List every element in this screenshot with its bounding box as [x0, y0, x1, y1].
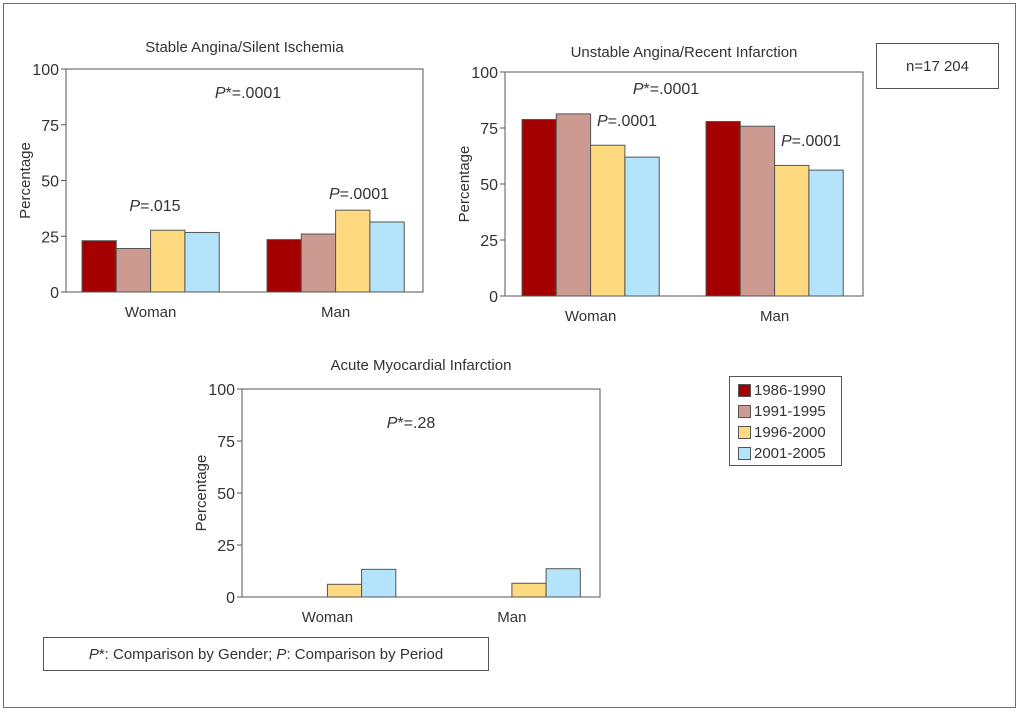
p-value-annotation: P=.0001 [597, 113, 657, 130]
bar-man-2001-2005 [545, 568, 581, 598]
p-symbol: P [129, 198, 140, 215]
p-value: *=.28 [397, 415, 435, 432]
y-tick-label: 100 [32, 62, 59, 79]
figure-frame [3, 3, 1016, 708]
chart-3: Acute Myocardial Infarction 0 25 50 75 100 Per… [193, 357, 601, 626]
y-tick-label: 25 [217, 538, 235, 555]
bar-man-2001-2005 [808, 169, 844, 297]
footnote-box: P*: Comparison by Gender; P: Comparison … [43, 637, 489, 671]
p-value: *=.0001 [644, 81, 700, 98]
bar-woman-2001-2005 [624, 156, 660, 297]
bar-man-1986-1990 [266, 239, 302, 293]
bar-woman-1996-2000 [150, 229, 186, 293]
bar-woman-1986-1990 [81, 240, 117, 293]
p-value-annotation: P*=.0001 [215, 85, 281, 102]
x-tick-label: Woman [125, 304, 176, 321]
x-tick-label: Woman [302, 609, 353, 626]
sample-size-label: n=17 204 [906, 57, 969, 75]
p-star-symbol: P [88, 645, 99, 663]
legend-item: 1986-1990 [738, 380, 841, 401]
bar-woman-1991-1995 [115, 248, 152, 293]
bar-man-1986-1990 [705, 121, 741, 297]
bar-woman-1986-1990 [521, 118, 557, 297]
chart-title: Acute Myocardial Infarction [331, 357, 512, 374]
y-axis-label: Percentage [456, 146, 473, 223]
legend-label: 1991-1995 [754, 403, 826, 420]
legend-swatch-1996-2000 [738, 426, 751, 439]
y-tick-label: 75 [41, 118, 59, 135]
bar-man-1996-2000 [335, 209, 371, 293]
p-symbol: P [215, 85, 226, 102]
p-value-annotation: P*=.0001 [633, 81, 699, 98]
y-tick-label: 25 [41, 229, 59, 246]
bar-woman-1991-1995 [555, 113, 592, 297]
p-value-annotation: P=.0001 [329, 186, 389, 203]
sample-size-box: n=17 204 [876, 43, 999, 89]
p-value: *=.0001 [226, 85, 282, 102]
p-value: =.0001 [340, 186, 389, 203]
legend: 1986-1990 1991-1995 1996-2000 2001-2005 [729, 376, 842, 466]
y-tick-label: 75 [480, 121, 498, 138]
p-value-annotation: P=.0001 [781, 133, 841, 150]
p-star-description: *: Comparison by Gender; [98, 645, 277, 663]
bar-man-1996-2000 [511, 582, 547, 598]
chart-1: Stable Angina/Silent Ischemia 0 25 50 75 100 P… [17, 39, 424, 321]
p-symbol: P [387, 415, 398, 432]
legend-item: 2001-2005 [738, 443, 841, 464]
x-tick-label: Man [321, 304, 350, 321]
legend-item: 1991-1995 [738, 401, 841, 422]
legend-label: 1986-1990 [754, 382, 826, 399]
bar-man-2001-2005 [369, 221, 405, 293]
p-value-annotation: P*=.28 [387, 415, 436, 432]
legend-swatch-2001-2005 [738, 447, 751, 460]
y-tick-label: 100 [208, 382, 235, 399]
p-value: =.0001 [792, 133, 841, 150]
y-tick-label: 0 [489, 289, 498, 306]
y-axis-label: Percentage [193, 455, 210, 532]
legend-swatch-1991-1995 [738, 405, 751, 418]
y-tick-label: 50 [217, 486, 235, 503]
y-tick-label: 0 [50, 285, 59, 302]
p-description: : Comparison by Period [286, 645, 444, 663]
chart-title: Unstable Angina/Recent Infarction [571, 44, 798, 61]
p-symbol: P [597, 113, 608, 130]
legend-label: 2001-2005 [754, 445, 826, 462]
p-value: =.0001 [608, 113, 657, 130]
y-tick-label: 50 [480, 177, 498, 194]
p-value-annotation: P=.015 [129, 198, 180, 215]
y-tick-label: 25 [480, 233, 498, 250]
y-axis-label: Percentage [17, 142, 34, 219]
bar-man-1991-1995 [739, 125, 776, 297]
y-tick-label: 50 [41, 174, 59, 191]
p-symbol: P [276, 645, 287, 663]
p-symbol: P [329, 186, 340, 203]
y-tick-label: 75 [217, 434, 235, 451]
p-value: =.015 [140, 198, 181, 215]
y-tick-label: 0 [226, 590, 235, 607]
bar-man-1996-2000 [774, 164, 810, 297]
chart-title: Stable Angina/Silent Ischemia [145, 39, 344, 56]
chart-2: Unstable Angina/Recent Infarction 0 25 50 75… [456, 44, 864, 325]
p-symbol: P [781, 133, 792, 150]
legend-swatch-1986-1990 [738, 384, 751, 397]
legend-label: 1996-2000 [754, 424, 826, 441]
bar-woman-2001-2005 [361, 568, 397, 598]
footnote-text: P*: Comparison by Gender; P: Comparison … [89, 646, 443, 663]
x-tick-label: Man [760, 308, 789, 325]
bar-woman-1996-2000 [590, 144, 626, 297]
p-symbol: P [633, 81, 644, 98]
x-tick-label: Woman [565, 308, 616, 325]
legend-item: 1996-2000 [738, 422, 841, 443]
bar-woman-1996-2000 [326, 583, 363, 598]
y-tick-label: 100 [471, 65, 498, 82]
bar-woman-2001-2005 [184, 231, 220, 293]
x-tick-label: Man [497, 609, 526, 626]
bar-man-1991-1995 [300, 233, 337, 293]
